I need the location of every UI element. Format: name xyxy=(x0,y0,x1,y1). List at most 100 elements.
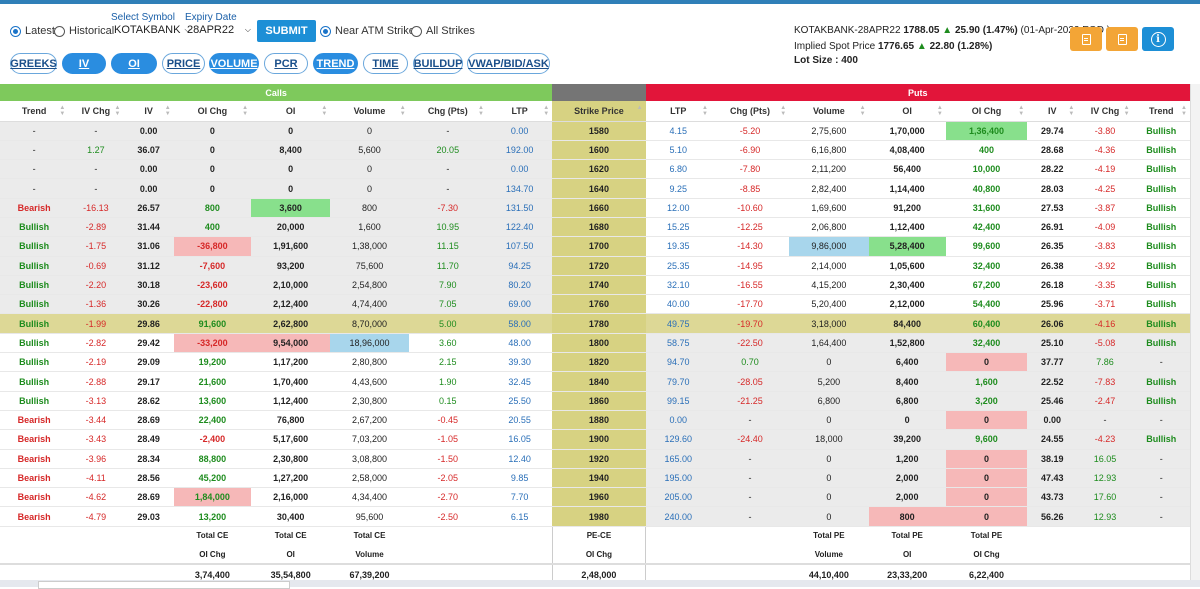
call-volume-cell: 95,600 xyxy=(330,506,409,527)
put-iv-chg-cell: 17.60 xyxy=(1077,487,1133,508)
col-header-call-ltp[interactable]: LTP ▲ ▼ xyxy=(486,101,553,122)
put-volume-cell: 18,000 xyxy=(789,429,869,450)
col-header-call-iv[interactable]: IV ▲ ▼ xyxy=(123,101,174,122)
put-oi-cell: 6,800 xyxy=(868,391,946,411)
put-volume-cell: 5,20,400 xyxy=(789,294,869,315)
export-excel-button[interactable] xyxy=(1070,27,1102,51)
call-ltp-cell: 80.20 xyxy=(486,275,553,296)
totals-label: Total CE xyxy=(251,526,331,546)
totals-empty-cell xyxy=(1077,526,1133,546)
totals-empty-cell xyxy=(408,526,487,546)
option-row[interactable]: Bullish -2.82 29.42 -33,200 9,54,000 18,96,00… xyxy=(0,333,1190,354)
option-row[interactable]: Bullish -2.20 30.18 -23,600 2,10,000 2,54,800… xyxy=(0,275,1190,296)
totals-empty-cell xyxy=(0,545,69,565)
col-header-call-trend[interactable]: Trend ▲ ▼ xyxy=(0,101,69,122)
option-row[interactable]: -1.27 36.07 0 8,400 5,600 20.05 192.00 1600 5.10… xyxy=(0,140,1190,161)
col-header-put-oi[interactable]: OI ▲ ▼ xyxy=(868,101,946,122)
pill-time[interactable]: TIME xyxy=(363,53,408,74)
call-oi-chg-cell: 400 xyxy=(173,217,252,238)
col-header-put-trend[interactable]: Trend ▲ ▼ xyxy=(1132,101,1190,122)
chevron-down-icon: ⌵ xyxy=(184,25,191,34)
pill-greeks[interactable]: GREEKS xyxy=(10,53,57,74)
option-row[interactable]: - -0.00 0 0 0-134.70 1640 9.25 -8.85 2,82,400 1,1… xyxy=(0,178,1190,199)
pill-buildup[interactable]: BUILDUP xyxy=(413,53,463,74)
col-header-put-ltp[interactable]: LTP ▲ ▼ xyxy=(645,101,711,122)
col-header-put-iv-chg[interactable]: IV Chg ▲ ▼ xyxy=(1077,101,1133,122)
put-oi-cell: 2,000 xyxy=(868,487,946,508)
call-chg-pts-cell: 7.90 xyxy=(408,275,487,296)
call-iv-chg-cell: -2.19 xyxy=(68,352,124,373)
call-ltp-cell: 9.85 xyxy=(486,468,553,489)
scrollbar-track[interactable] xyxy=(1190,84,1200,587)
option-row[interactable]: Bullish -2.19 29.09 19,200 1,17,200 2,80,800 2… xyxy=(0,352,1190,373)
put-iv-cell: 22.52 xyxy=(1027,371,1078,392)
sort-icon: ▲ ▼ xyxy=(936,105,943,117)
call-oi-cell: 3,600 xyxy=(251,198,331,218)
option-row[interactable]: Bullish -1.99 29.86 91,600 2,62,800 8,70,000 5… xyxy=(0,313,1190,334)
option-row[interactable]: Bullish -1.36 30.26 -22,800 2,12,400 4,74,400… xyxy=(0,294,1190,315)
col-header-call-chg-pts[interactable]: Chg (Pts) ▲ ▼ xyxy=(408,101,487,122)
info-button[interactable]: i xyxy=(1142,27,1174,51)
pill-iv[interactable]: IV xyxy=(62,53,106,74)
pill-vwap-bid-ask[interactable]: VWAP/BID/ASK xyxy=(467,53,550,74)
put-oi-chg-cell: 9,600 xyxy=(945,429,1028,450)
put-iv-cell: 43.73 xyxy=(1027,487,1078,508)
col-header-call-oi-chg[interactable]: OI Chg ▲ ▼ xyxy=(173,101,252,122)
export-pdf-button[interactable] xyxy=(1106,27,1138,51)
option-row[interactable]: Bearish -4.79 29.03 13,200 30,400 95,600 -2.50… xyxy=(0,506,1190,527)
put-iv-chg-cell: -4.16 xyxy=(1077,313,1133,334)
option-row[interactable]: Bearish -4.62 28.69 1,84,000 2,16,000 4,34,40… xyxy=(0,487,1190,508)
option-row[interactable]: Bearish -3.96 28.34 88,800 2,30,800 3,08,800-… xyxy=(0,449,1190,469)
pill-price[interactable]: PRICE xyxy=(162,53,205,74)
totals-empty-cell xyxy=(123,526,174,546)
option-row[interactable]: Bullish -2.88 29.17 21,600 1,70,400 4,43,600 1… xyxy=(0,371,1190,392)
col-header-call-oi[interactable]: OI ▲ ▼ xyxy=(251,101,331,122)
option-row[interactable]: Bearish -3.43 28.49 -2,400 5,17,600 7,03,200-… xyxy=(0,429,1190,450)
submit-button[interactable]: SUBMIT xyxy=(257,20,316,42)
strike-price-cell: 1640 xyxy=(552,178,646,199)
col-header-put-volume[interactable]: Volume ▲ ▼ xyxy=(789,101,869,122)
pill-pcr[interactable]: PCR xyxy=(264,53,308,74)
col-header-put-iv[interactable]: IV ▲ ▼ xyxy=(1027,101,1078,122)
all-strikes-radio[interactable]: All Strikes xyxy=(411,25,475,37)
call-trend-cell: Bearish xyxy=(0,410,69,431)
call-trend-cell: Bearish xyxy=(0,487,69,508)
option-row[interactable]: Bullish -0.69 31.12 -7,600 93,200 75,600 11.70… xyxy=(0,256,1190,276)
col-header-strike-price[interactable]: Strike Price ▲ xyxy=(552,101,646,122)
option-row[interactable]: - -0.00 0 0 0-0.00 1620 6.80 -7.80 2,11,200 56,40… xyxy=(0,159,1190,180)
call-iv-cell: 28.49 xyxy=(123,429,174,450)
option-row[interactable]: - -0.00 0 0 0-0.00 1580 4.15 -5.20 2,75,600 1,70,… xyxy=(0,121,1190,141)
pill-volume[interactable]: VOLUME xyxy=(209,53,259,74)
put-oi-chg-cell: 99,600 xyxy=(945,236,1028,257)
option-row[interactable]: Bullish -3.13 28.62 13,600 1,12,400 2,30,800 0… xyxy=(0,391,1190,411)
totals-empty-cell xyxy=(68,526,124,546)
option-row[interactable]: Bearish -16.13 26.57 800 3,600 800 -7.30 131.50… xyxy=(0,198,1190,218)
latest-radio[interactable]: Latest xyxy=(10,25,55,37)
pill-trend[interactable]: TREND xyxy=(313,53,358,74)
put-trend-cell: Bullish xyxy=(1132,140,1190,161)
option-row[interactable]: Bearish -3.44 28.69 22,400 76,800 2,67,200 -0.… xyxy=(0,410,1190,431)
col-header-call-volume[interactable]: Volume ▲ ▼ xyxy=(330,101,409,122)
put-oi-chg-cell: 32,400 xyxy=(945,256,1028,276)
symbol-select[interactable]: KOTAKBANK ⌵ xyxy=(114,24,191,36)
strike-price-cell: 1740 xyxy=(552,275,646,296)
col-header-put-chg-pts[interactable]: Chg (Pts) ▲ ▼ xyxy=(710,101,790,122)
call-iv-cell: 28.69 xyxy=(123,410,174,431)
call-trend-cell: Bullish xyxy=(0,352,69,373)
pill-oi[interactable]: OI xyxy=(111,53,157,74)
call-chg-pts-cell: 10.95 xyxy=(408,217,487,238)
call-ltp-cell: 94.25 xyxy=(486,256,553,276)
historical-radio[interactable]: Historical xyxy=(54,25,114,37)
option-row[interactable]: Bearish -4.11 28.56 45,200 1,27,200 2,58,000-… xyxy=(0,468,1190,489)
expiry-select[interactable]: 28APR22 ⌵ xyxy=(187,24,251,36)
call-trend-cell: Bullish xyxy=(0,275,69,296)
call-volume-cell: 1,38,000 xyxy=(330,236,409,257)
put-iv-cell: 28.22 xyxy=(1027,159,1078,180)
call-trend-cell: Bullish xyxy=(0,371,69,392)
option-row[interactable]: Bullish -1.75 31.06 -36,800 1,91,600 1,38,000… xyxy=(0,236,1190,257)
near-atm-radio[interactable]: Near ATM Strikes xyxy=(320,25,420,37)
call-volume-cell: 2,54,800 xyxy=(330,275,409,296)
option-row[interactable]: Bullish -2.89 31.44 400 20,000 1,600 10.95 122.… xyxy=(0,217,1190,238)
col-header-call-iv-chg[interactable]: IV Chg ▲ ▼ xyxy=(68,101,124,122)
col-header-put-oi-chg[interactable]: OI Chg ▲ ▼ xyxy=(945,101,1028,122)
